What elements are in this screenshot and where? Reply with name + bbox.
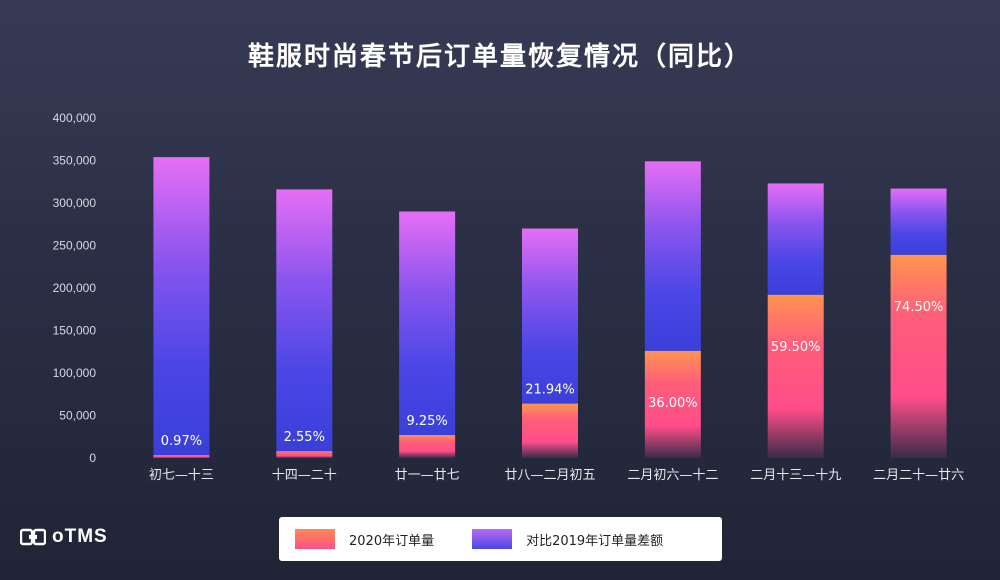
bar-2020[interactable] [644, 350, 701, 458]
bar-diff-2019[interactable] [890, 188, 947, 255]
data-label: 0.97% [161, 434, 202, 449]
bar-diff-2019[interactable] [522, 228, 578, 404]
bar-2020[interactable] [767, 294, 824, 458]
legend-label-diff: 对比2019年订单量差额 [526, 533, 664, 549]
brand-name: oTMS [52, 526, 108, 547]
legend-label-2020: 2020年订单量 [349, 533, 435, 549]
bar-2020[interactable] [276, 451, 333, 458]
y-axis: 0 50,000 100,000 150,000 200,000 250,000 300,0… [53, 111, 97, 465]
chart-title: 鞋服时尚春节后订单量恢复情况（同比） [247, 42, 752, 72]
data-label: 9.25% [406, 414, 447, 429]
legend-item-2020[interactable]: 2020年订单量 [295, 529, 434, 549]
legend-item-diff[interactable]: 对比2019年订单量差额 [472, 529, 663, 549]
y-tick-label: 400,000 [53, 111, 97, 125]
bar-diff-2019[interactable] [767, 183, 824, 295]
x-tick-label: 十四—二十 [272, 468, 337, 483]
x-tick-label: 廿一—廿七 [395, 468, 460, 483]
bar-2020[interactable] [522, 403, 578, 458]
x-tick-label: 廿八—二月初五 [504, 468, 595, 483]
bar-diff-2019[interactable] [644, 161, 701, 351]
y-tick-label: 350,000 [53, 154, 97, 168]
x-tick-label: 二月十三—十九 [750, 468, 841, 483]
brand-logo: oTMS [20, 526, 108, 548]
legend: 2020年订单量 对比2019年订单量差额 [279, 517, 722, 561]
legend-swatch-diff [472, 529, 513, 549]
bar-diff-2019[interactable] [276, 189, 333, 452]
y-tick-label: 200,000 [53, 281, 97, 295]
data-label: 74.50% [894, 300, 944, 315]
y-tick-label: 50,000 [59, 409, 96, 423]
legend-swatch-2020 [295, 529, 335, 549]
y-tick-label: 250,000 [53, 239, 97, 253]
bar-chart: 0 50,000 100,000 150,000 200,000 250,000 300,0… [53, 111, 964, 483]
x-tick-label: 二月初六—十二 [627, 468, 718, 483]
bar-2020[interactable] [399, 435, 456, 458]
y-tick-label: 150,000 [53, 324, 97, 338]
bars: 0.97% 2.55% 9.25% 21.94% 36.00% 59.50% 74.50% [153, 157, 947, 458]
data-label: 2.55% [284, 430, 325, 445]
otms-logo-icon [20, 528, 46, 546]
y-tick-label: 0 [89, 451, 96, 465]
bar-2020[interactable] [890, 254, 947, 458]
x-tick-label: 二月二十—廿六 [873, 468, 964, 483]
bar-diff-2019[interactable] [399, 211, 456, 436]
x-axis: 初七—十三 十四—二十 廿一—廿七 廿八—二月初五 二月初六—十二 二月十三—十九 二月二十… [149, 468, 964, 483]
x-tick-label: 初七—十三 [149, 468, 214, 483]
data-label: 21.94% [525, 383, 575, 398]
y-tick-label: 100,000 [53, 366, 97, 380]
bar-diff-2019[interactable] [153, 157, 210, 456]
data-label: 59.50% [771, 340, 821, 355]
bar-2020[interactable] [153, 455, 210, 458]
data-label: 36.00% [648, 396, 698, 411]
y-tick-label: 300,000 [53, 196, 97, 210]
